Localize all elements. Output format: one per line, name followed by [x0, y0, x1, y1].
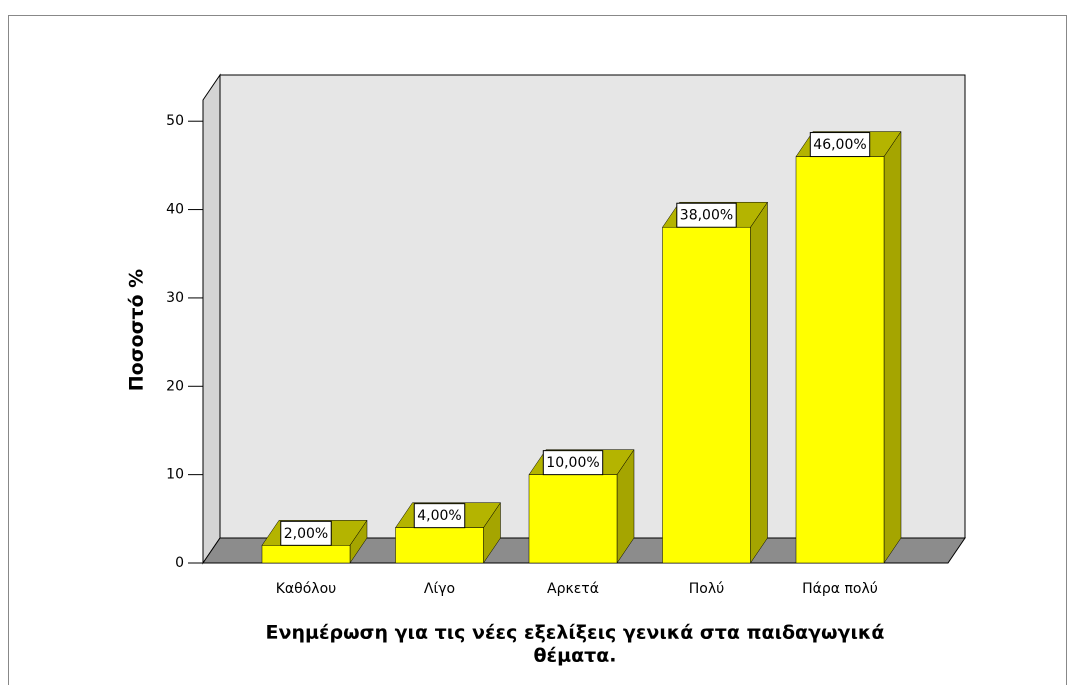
- x-tick-label: Λίγο: [424, 581, 455, 597]
- y-tick-label: 40: [166, 202, 184, 218]
- bar-front: [795, 156, 885, 564]
- value-label-text: 4,00%: [417, 508, 461, 524]
- bar-front: [662, 226, 751, 564]
- bar-front: [395, 527, 484, 564]
- value-label: 4,00%: [413, 503, 466, 529]
- value-label-box: [676, 202, 737, 228]
- value-label-text: 38,00%: [680, 208, 733, 224]
- bar-front: [528, 474, 618, 564]
- side-wall: [202, 73, 221, 565]
- value-label-box: [280, 520, 332, 546]
- x-axis-title: θέματα.: [533, 645, 616, 667]
- y-tick-label: 20: [166, 378, 184, 394]
- value-label-text: 10,00%: [546, 455, 599, 471]
- value-label: 46,00%: [809, 132, 871, 158]
- y-tick-label: 0: [175, 555, 184, 571]
- y-axis-title: Ποσοστό %: [126, 269, 148, 391]
- value-label: 10,00%: [542, 450, 604, 476]
- x-tick-label: Αρκετά: [547, 581, 599, 597]
- value-label: 38,00%: [676, 202, 737, 228]
- bar-front: [261, 545, 351, 564]
- frame: [8, 15, 1067, 685]
- x-tick-label: Πάρα πολύ: [802, 581, 878, 597]
- bar-side: [883, 130, 902, 564]
- value-label-box: [413, 503, 466, 529]
- bar: [662, 201, 768, 564]
- value-label: 2,00%: [280, 520, 332, 546]
- x-tick-label: Καθόλου: [276, 581, 337, 597]
- value-label-text: 2,00%: [284, 526, 328, 542]
- x-tick-label: Πολύ: [689, 581, 724, 597]
- y-tick-label: 10: [166, 467, 184, 483]
- x-axis-title: Ενημέρωση για τις νέες εξελίξεις γενικά …: [266, 622, 885, 644]
- bar-side: [750, 201, 768, 564]
- y-tick-label: 30: [166, 290, 184, 306]
- value-label-box: [809, 132, 871, 158]
- value-label-text: 46,00%: [813, 137, 866, 153]
- bar: [795, 130, 902, 564]
- y-tick-label: 50: [166, 113, 184, 129]
- value-label-box: [542, 450, 604, 476]
- plot-area: 0 10 20 30 40 50 Καθόλου 2,00% Λίγο 4,00% Αρκετά 10…: [166, 73, 966, 597]
